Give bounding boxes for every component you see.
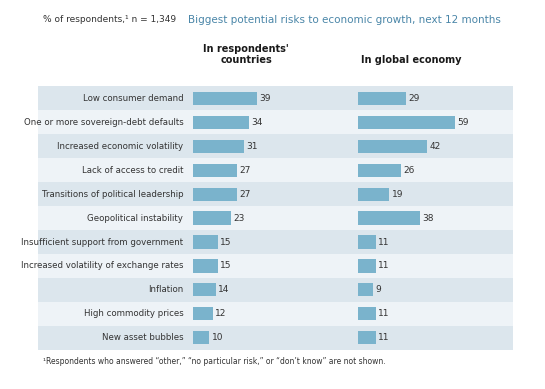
Text: 19: 19 <box>391 189 403 199</box>
FancyBboxPatch shape <box>358 164 401 177</box>
FancyBboxPatch shape <box>358 307 376 321</box>
FancyBboxPatch shape <box>38 302 513 326</box>
FancyBboxPatch shape <box>358 212 420 224</box>
FancyBboxPatch shape <box>38 134 513 158</box>
FancyBboxPatch shape <box>38 278 513 302</box>
FancyBboxPatch shape <box>193 283 216 296</box>
Text: High commodity prices: High commodity prices <box>83 309 183 318</box>
Text: 59: 59 <box>457 118 469 127</box>
Text: 9: 9 <box>375 286 381 294</box>
FancyBboxPatch shape <box>358 331 376 344</box>
FancyBboxPatch shape <box>38 86 513 110</box>
Text: 34: 34 <box>251 118 263 127</box>
Text: 23: 23 <box>233 214 245 223</box>
Text: 31: 31 <box>246 142 258 151</box>
Text: % of respondents,¹ n = 1,349: % of respondents,¹ n = 1,349 <box>43 15 176 24</box>
Text: 29: 29 <box>408 94 419 103</box>
Text: Low consumer demand: Low consumer demand <box>83 94 183 103</box>
Text: Inflation: Inflation <box>148 286 183 294</box>
Text: ¹Respondents who answered “other,” “no particular risk,” or “don’t know” are not: ¹Respondents who answered “other,” “no p… <box>43 357 385 366</box>
Text: Geopolitical instability: Geopolitical instability <box>87 214 183 223</box>
Text: In respondents'
countries: In respondents' countries <box>203 44 289 65</box>
Text: 26: 26 <box>403 166 414 175</box>
Text: Increased economic volatility: Increased economic volatility <box>57 142 183 151</box>
Text: 14: 14 <box>219 286 230 294</box>
FancyBboxPatch shape <box>358 259 376 273</box>
Text: Transitions of political leadership: Transitions of political leadership <box>41 189 183 199</box>
FancyBboxPatch shape <box>193 331 209 344</box>
FancyBboxPatch shape <box>193 116 249 129</box>
FancyBboxPatch shape <box>358 92 405 105</box>
Text: 38: 38 <box>423 214 434 223</box>
Text: 39: 39 <box>259 94 271 103</box>
FancyBboxPatch shape <box>38 182 513 206</box>
FancyBboxPatch shape <box>193 235 217 249</box>
Text: 27: 27 <box>240 166 251 175</box>
Text: 15: 15 <box>220 261 232 270</box>
FancyBboxPatch shape <box>193 140 244 153</box>
FancyBboxPatch shape <box>38 110 513 134</box>
Text: 11: 11 <box>378 238 390 247</box>
FancyBboxPatch shape <box>193 259 217 273</box>
FancyBboxPatch shape <box>358 235 376 249</box>
FancyBboxPatch shape <box>193 187 237 201</box>
FancyBboxPatch shape <box>193 164 237 177</box>
FancyBboxPatch shape <box>358 283 373 296</box>
Text: Biggest potential risks to economic growth, next 12 months: Biggest potential risks to economic grow… <box>188 15 501 25</box>
Text: 10: 10 <box>212 333 223 342</box>
FancyBboxPatch shape <box>193 307 213 321</box>
Text: 11: 11 <box>378 261 390 270</box>
FancyBboxPatch shape <box>358 116 455 129</box>
Text: 12: 12 <box>215 309 227 318</box>
FancyBboxPatch shape <box>193 212 231 224</box>
Text: 27: 27 <box>240 189 251 199</box>
FancyBboxPatch shape <box>193 92 257 105</box>
FancyBboxPatch shape <box>358 187 389 201</box>
FancyBboxPatch shape <box>358 140 427 153</box>
Text: Insufficient support from government: Insufficient support from government <box>21 238 183 247</box>
FancyBboxPatch shape <box>38 206 513 230</box>
Text: 42: 42 <box>429 142 440 151</box>
Text: 11: 11 <box>378 309 390 318</box>
Text: 15: 15 <box>220 238 232 247</box>
Text: New asset bubbles: New asset bubbles <box>102 333 183 342</box>
Text: One or more sovereign-debt defaults: One or more sovereign-debt defaults <box>23 118 183 127</box>
Text: In global economy: In global economy <box>361 55 462 65</box>
FancyBboxPatch shape <box>38 326 513 350</box>
FancyBboxPatch shape <box>38 158 513 182</box>
FancyBboxPatch shape <box>38 254 513 278</box>
Text: Lack of access to credit: Lack of access to credit <box>82 166 183 175</box>
FancyBboxPatch shape <box>38 230 513 254</box>
Text: 11: 11 <box>378 333 390 342</box>
Text: Increased volatility of exchange rates: Increased volatility of exchange rates <box>21 261 183 270</box>
